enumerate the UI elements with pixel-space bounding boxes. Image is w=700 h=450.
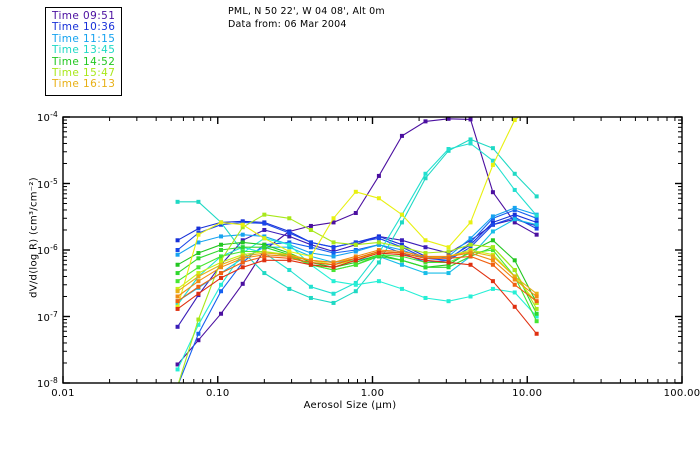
x-tick-label: 1.00 — [360, 388, 385, 399]
legend-item: Time 14:52 — [52, 55, 116, 68]
y-tick-label: 10-8 — [36, 375, 58, 391]
legend-item: Time 11:15 — [52, 32, 116, 45]
axis-frame — [62, 116, 683, 384]
y-tick-label: 10-6 — [36, 242, 58, 258]
legend-item: Time 13:45 — [52, 44, 116, 57]
y-tick-label: 10-4 — [36, 109, 58, 125]
x-tick-label: 0.01 — [51, 388, 75, 399]
chart-title: PML, N 50 22', W 04 08', Alt 0m Data fro… — [228, 6, 385, 31]
title-line-2: Data from: 06 Mar 2004 — [228, 18, 347, 30]
legend-item: Time 09:51 — [52, 10, 116, 22]
legend: Time 09:51 Time 10:36 Time 11:15 Time 13… — [45, 7, 123, 96]
legend-item: Time 15:47 — [52, 67, 116, 80]
x-axis-label: Aerosol Size (µm) — [303, 400, 397, 411]
legend-item: Time 10:36 — [52, 21, 116, 34]
x-tick-label: 100.00 — [663, 388, 700, 399]
y-tick-label: 10-7 — [36, 309, 58, 324]
x-tick-label: 10.00 — [512, 388, 543, 399]
data-curves — [175, 117, 539, 383]
x-tick-label: 0.10 — [206, 388, 230, 399]
legend-item: Time 16:13 — [52, 78, 116, 91]
y-axis-label: dV/d(log R) (cm³/cm⁻²) — [28, 177, 40, 298]
title-line-1: PML, N 50 22', W 04 08', Alt 0m — [228, 6, 385, 17]
y-tick-label: 10-5 — [36, 176, 58, 191]
